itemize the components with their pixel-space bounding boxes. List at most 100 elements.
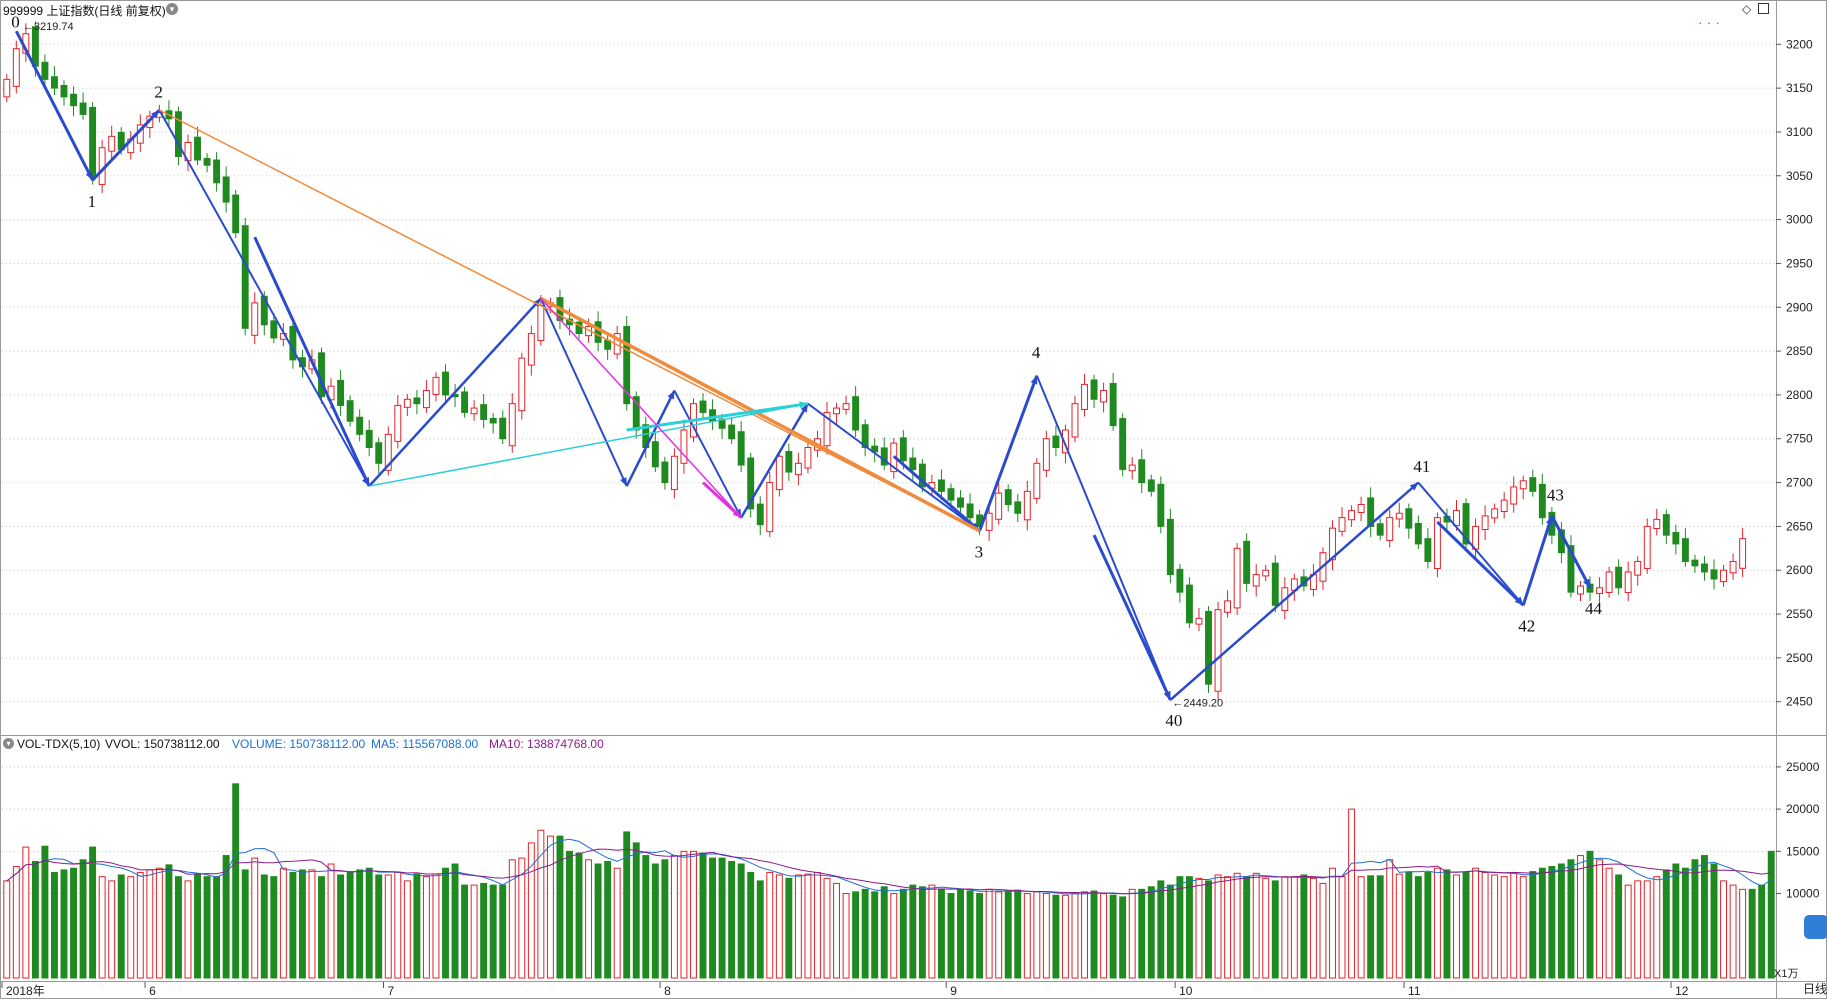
volume-bar <box>718 857 726 979</box>
price-tick-label: 3000 <box>1786 213 1813 227</box>
side-widget-icon[interactable] <box>1804 915 1827 939</box>
candle <box>213 152 221 192</box>
volume-bar <box>1252 872 1260 979</box>
volume-bar <box>1300 874 1308 979</box>
candle <box>1577 580 1584 601</box>
candle <box>1119 413 1127 477</box>
candle <box>880 437 888 471</box>
volume-bar <box>1548 866 1556 979</box>
wave-segment <box>1417 481 1525 606</box>
candle <box>785 443 793 481</box>
volume-bar <box>432 873 440 979</box>
volume-bar <box>1748 888 1756 979</box>
candle <box>938 469 945 501</box>
candle-body <box>174 111 182 157</box>
candle-body <box>213 159 221 184</box>
wave-segment-arrowhead <box>620 477 627 487</box>
volume-bar <box>422 876 430 979</box>
candle <box>842 395 850 415</box>
candle-body <box>880 447 888 466</box>
candle <box>1424 528 1432 569</box>
candle <box>1662 509 1670 544</box>
volume-bar <box>375 874 383 979</box>
volume-bar <box>1653 876 1661 979</box>
volume-tick-label: 10000 <box>1786 887 1820 901</box>
price-tick-label: 3100 <box>1786 125 1813 139</box>
candle <box>1109 373 1117 431</box>
diamond-icon[interactable]: ◇ <box>1742 2 1752 16</box>
period-tab-daily[interactable]: 日线 <box>1802 982 1827 996</box>
volume-bar <box>1481 871 1489 979</box>
candle <box>661 456 669 490</box>
candle-body <box>1710 569 1718 580</box>
candle <box>833 402 840 425</box>
candle-body <box>422 390 430 409</box>
candle-body <box>270 320 278 339</box>
orange-trendline-bold <box>540 296 981 533</box>
candle-body <box>861 424 869 449</box>
candle <box>766 472 774 537</box>
candle <box>709 399 717 430</box>
candle-body <box>1701 563 1708 573</box>
price-tick-label: 2550 <box>1786 607 1813 621</box>
volume-bar <box>575 852 583 979</box>
volume-bar <box>623 831 631 979</box>
volume-bar <box>1739 888 1747 979</box>
date-tick-label: 10 <box>1179 984 1193 998</box>
candle-body <box>346 400 354 422</box>
volume-bar <box>1071 893 1079 979</box>
price-tick-label: 2850 <box>1786 344 1813 358</box>
candle-body <box>1061 429 1069 454</box>
volume-bar <box>470 884 478 979</box>
wave-segment <box>1436 520 1525 607</box>
volume-bar <box>747 871 755 979</box>
candle <box>1462 498 1470 551</box>
volume-bar <box>1281 876 1289 979</box>
candle <box>384 426 392 476</box>
candle-body <box>1128 464 1136 472</box>
candle-body <box>728 424 736 440</box>
more-dots-icon[interactable]: ··· <box>1698 14 1724 30</box>
wave-label: 44 <box>1585 599 1603 618</box>
candle-body <box>1243 540 1251 584</box>
volume-bar <box>699 852 707 979</box>
volume-bar <box>1586 850 1594 979</box>
candle <box>1367 487 1375 537</box>
volume-bar <box>1510 872 1518 979</box>
candle-body <box>1729 560 1737 574</box>
price-tick-label: 3200 <box>1786 37 1813 51</box>
candle-body <box>1462 503 1470 545</box>
wave-segment <box>892 455 981 532</box>
candle <box>1481 505 1489 541</box>
indicator-dropdown-icon[interactable]: ▾ <box>3 738 14 749</box>
candle <box>1014 493 1022 523</box>
candle <box>623 316 631 411</box>
volume-bar <box>289 871 297 979</box>
candle-body <box>1195 617 1203 625</box>
candle <box>1414 515 1422 550</box>
wave-label: 2 <box>154 83 163 102</box>
dropdown-icon[interactable]: ▾ <box>166 3 178 15</box>
wave-label: 1 <box>88 192 97 211</box>
candle-body <box>1119 418 1127 470</box>
window-toggle-icon[interactable] <box>1758 3 1769 14</box>
volume-bar <box>442 867 449 979</box>
candle-body <box>1500 499 1508 512</box>
date-tick-label: 7 <box>388 984 395 998</box>
wave-segment <box>1169 481 1420 701</box>
wave-label: 4 <box>1032 343 1041 362</box>
volume-tick-label: 15000 <box>1786 844 1820 858</box>
candle-body <box>709 409 717 422</box>
candle-body <box>794 462 802 476</box>
volume-bar <box>632 842 640 979</box>
price-tick-label: 2500 <box>1786 651 1813 665</box>
candle <box>823 401 831 455</box>
candle-body <box>413 397 421 405</box>
wave-label: 40 <box>1165 711 1182 730</box>
volume-bar <box>566 850 573 979</box>
volume-bar <box>1596 859 1604 979</box>
candle-body <box>1481 515 1489 531</box>
candle-body <box>432 376 440 395</box>
price-tick-label: 2450 <box>1786 695 1813 709</box>
volume-bar <box>1033 891 1041 979</box>
